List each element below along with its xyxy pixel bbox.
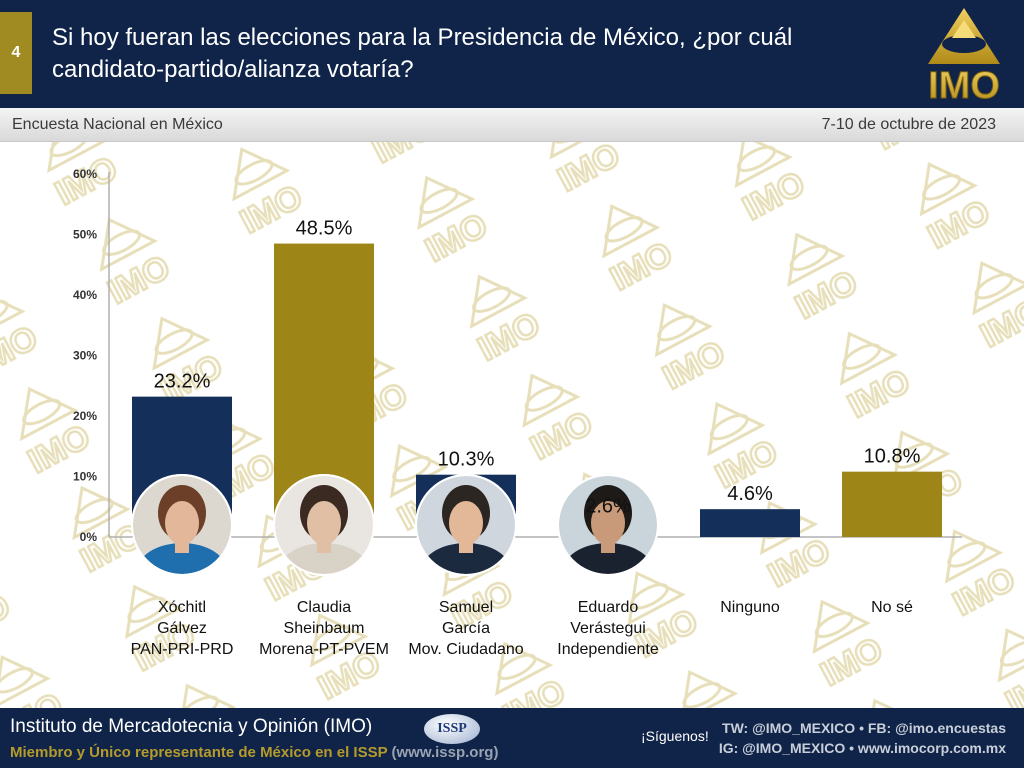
imo-logo: IMO: [928, 8, 1000, 106]
footer-bar: Instituto de Mercadotecnia y Opinión (IM…: [0, 708, 1024, 768]
bar: [842, 471, 942, 537]
category-label: Xóchitl: [158, 599, 206, 616]
data-label: 10.3%: [438, 449, 495, 471]
issp-link[interactable]: (www.issp.org): [391, 744, 499, 761]
category-label: Samuel: [439, 599, 493, 616]
y-tick-label: 50%: [73, 228, 97, 242]
category-label: Eduardo: [578, 599, 639, 616]
category-label: Verástegui: [570, 620, 646, 637]
member-text: Miembro y Único representante de México …: [10, 744, 388, 761]
category-label: Ninguno: [720, 599, 780, 616]
y-tick-label: 30%: [73, 349, 97, 363]
data-label: 2.6%: [585, 495, 631, 517]
candidate-photo: [131, 474, 233, 576]
follow-label: ¡Síguenos!: [641, 728, 709, 744]
y-tick-label: 10%: [73, 470, 97, 484]
y-tick-label: 20%: [73, 409, 97, 423]
y-tick-label: 0%: [80, 530, 98, 544]
data-label: 23.2%: [154, 371, 211, 393]
bar: [700, 509, 800, 537]
candidate-photo: [415, 474, 517, 576]
survey-label: Encuesta Nacional en México: [12, 116, 223, 133]
org-name: Instituto de Mercadotecnia y Opinión (IM…: [10, 716, 373, 737]
y-tick-label: 40%: [73, 288, 97, 302]
social-line-2[interactable]: IG: @IMO_MEXICO • www.imocorp.com.mx: [718, 740, 1006, 756]
y-tick-label: 60%: [73, 167, 97, 181]
category-label: No sé: [871, 599, 913, 616]
candidate-photo: [557, 474, 659, 576]
category-label: Independiente: [557, 641, 659, 658]
category-label: Morena-PT-PVEM: [259, 641, 389, 658]
candidate-photo: [273, 474, 375, 576]
bar-chart: 0% 10% 20% 30% 40% 50% 60% 23.2% 48.5% 10.3% 2.6%…: [73, 167, 962, 658]
issp-logo: ISSP: [424, 714, 480, 744]
social-line-1[interactable]: TW: @IMO_MEXICO • FB: @imo.encuestas: [722, 720, 1006, 736]
sub-header: Encuesta Nacional en México 7-10 de octu…: [0, 108, 1024, 142]
member-line: Miembro y Único representante de México …: [10, 744, 498, 761]
data-label: 48.5%: [296, 218, 353, 240]
survey-dates: 7-10 de octubre de 2023: [821, 116, 996, 133]
slide-number: 4: [0, 12, 32, 94]
category-label: PAN-PRI-PRD: [131, 641, 234, 658]
social-links: TW: @IMO_MEXICO • FB: @imo.encuestas IG:…: [719, 718, 1006, 758]
category-label: Claudia: [297, 599, 351, 616]
data-label: 10.8%: [864, 446, 921, 468]
svg-text:IMO: IMO: [928, 65, 1000, 106]
category-label: Sheinbaum: [284, 620, 365, 637]
category-label: Gálvez: [157, 620, 207, 637]
category-label: Mov. Ciudadano: [408, 641, 523, 658]
header-bar: 4 Si hoy fueran las elecciones para la P…: [0, 0, 1024, 108]
category-label: García: [442, 620, 490, 637]
data-label: 4.6%: [727, 483, 773, 505]
page-title: Si hoy fueran las elecciones para la Pre…: [52, 24, 793, 83]
